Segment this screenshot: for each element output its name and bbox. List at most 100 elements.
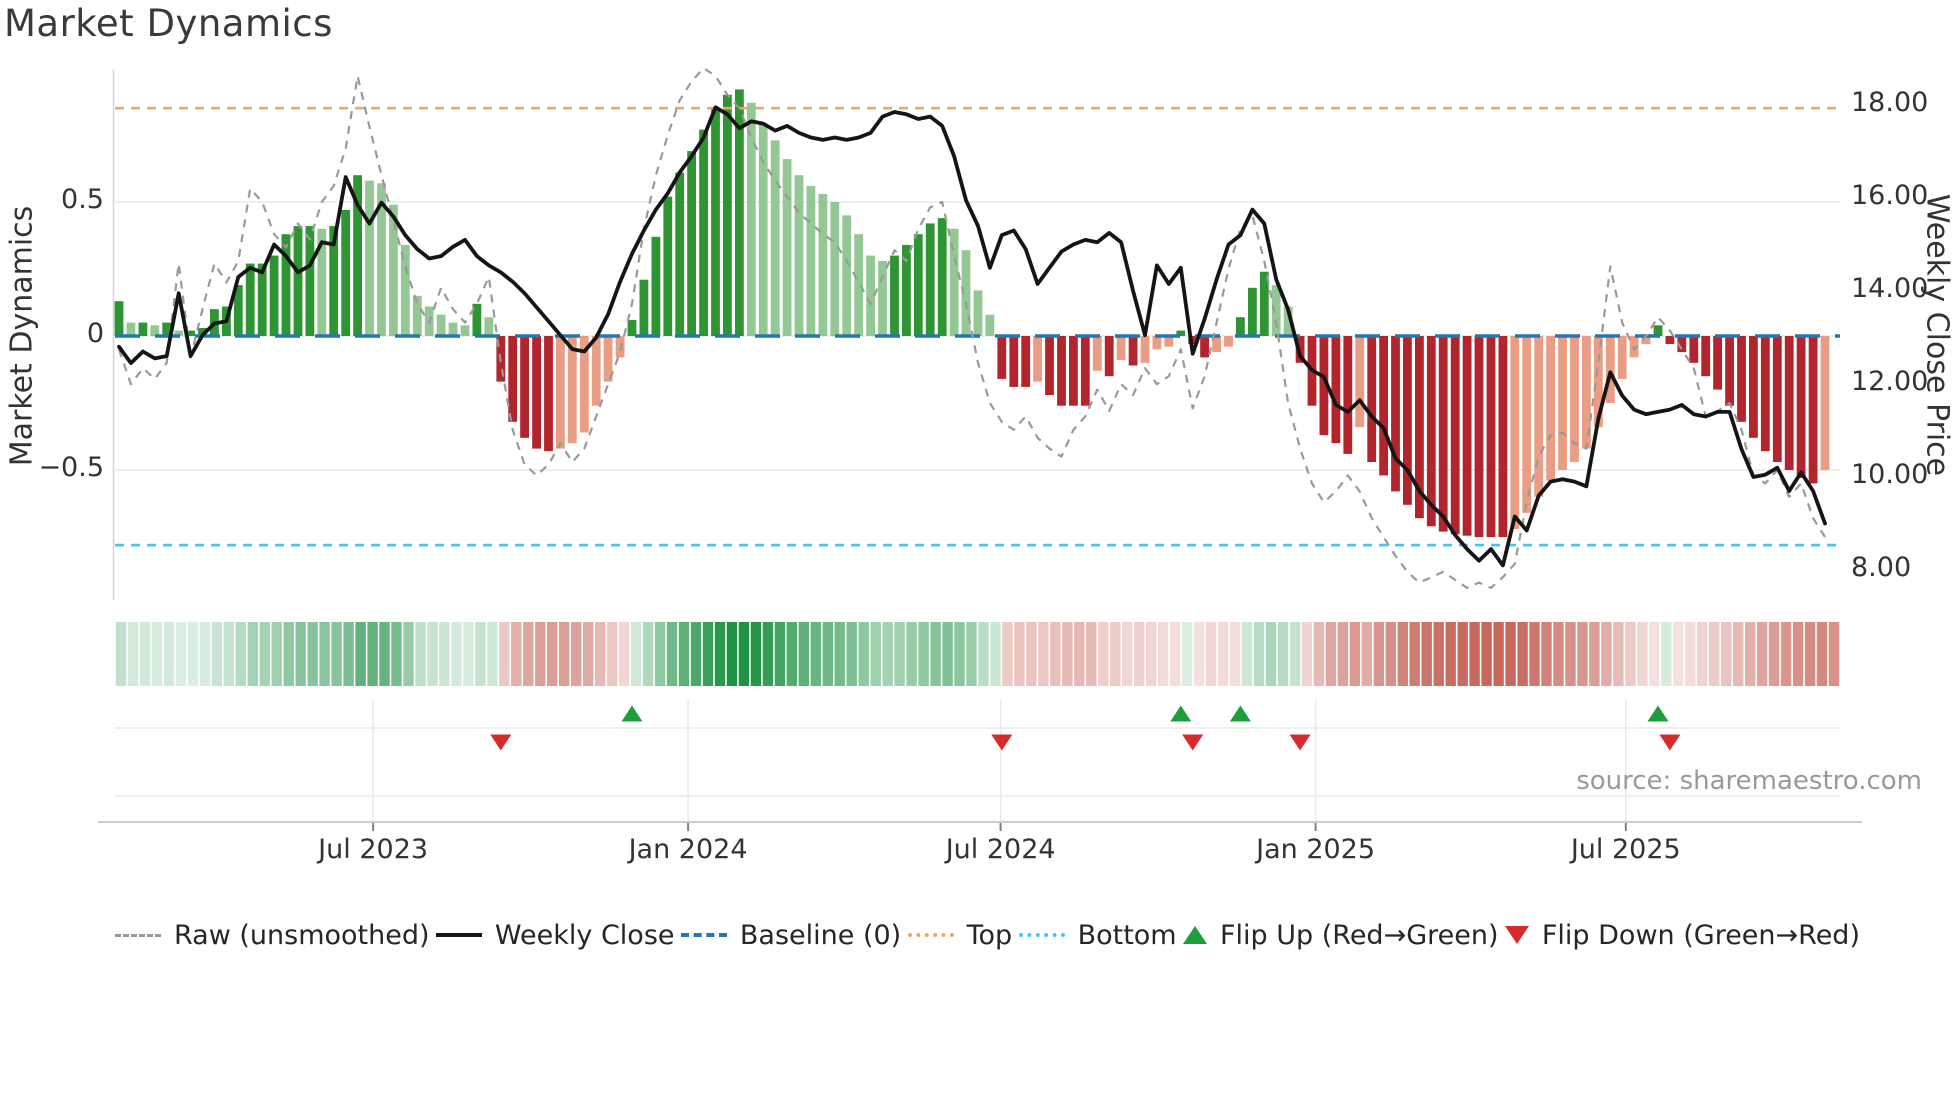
heatmap-cell [1158,622,1169,686]
flip-down-marker-icon [991,734,1013,751]
heatmap-cell [1721,622,1732,686]
oscillator-bar [806,185,816,336]
oscillator-bars [114,89,1830,537]
heatmap-cell [798,622,809,686]
heatmap-cell [918,622,929,686]
heatmap-cell [858,622,869,686]
heatmap-cell [1637,622,1648,686]
heatmap-cell [1697,622,1708,686]
heatmap-cell [786,622,797,686]
heatmap-cell [403,622,414,686]
weekly-close-line [117,105,1827,568]
oscillator-bar [1164,336,1174,347]
oscillator-bar [1045,336,1054,395]
heatmap-cell [990,622,1001,686]
oscillator-bar [925,223,935,336]
oscillator-bar [532,336,541,449]
oscillator-bar [1331,336,1341,444]
heatmap-cell [1409,622,1420,686]
oscillator-bar [1820,336,1830,470]
solid-black-icon [435,933,482,937]
oscillator-bar [150,325,160,336]
heatmap-cell [1613,622,1624,686]
heatmap-cell [331,622,342,686]
heatmap-cell [1181,622,1193,686]
dash-gray-icon [115,933,161,937]
oscillator-bar [878,261,887,336]
oscillator-bar [1343,336,1353,454]
x-tick-label: Jul 2024 [945,834,1056,865]
heatmap-cell [1589,622,1600,686]
heatmap-cell [618,622,630,686]
oscillator-bar [460,325,470,336]
oscillator-bar [1450,336,1460,535]
oscillator-bar [1116,336,1126,361]
heatmap-cell [834,622,845,686]
oscillator-bar [293,226,303,336]
heatmap-cell [1170,622,1181,686]
heatmap-cell [415,622,426,686]
oscillator-bar [245,263,255,336]
oscillator-bar [1248,287,1257,336]
legend-label: Bottom [1077,919,1177,951]
heatmap-cell [139,622,151,686]
dot-orange-icon [907,933,954,937]
oscillator-bar [1713,336,1722,390]
oscillator-bar [1080,336,1090,406]
heatmap-cell [1038,622,1049,686]
heatmap-cell [427,622,438,686]
oscillator-bar [1438,336,1448,532]
flip-up-marker-icon [1647,705,1669,722]
heatmap-cell [1110,622,1121,686]
heatmap-cell [1134,622,1145,686]
source-credit: source: sharemaestro.com [1576,766,1922,796]
heatmap-cell [1673,622,1684,686]
raw-line [117,66,1826,590]
oscillator-bar [281,234,291,336]
oscillator-bar [1796,336,1806,478]
oscillator-bar [913,234,923,336]
legend-item: Raw (unsmoothed) [115,920,430,951]
oscillator-bar [1617,336,1627,379]
oscillator-bar [1784,336,1794,470]
heatmap-cell [762,622,774,686]
heatmap-cell [1146,622,1157,686]
oscillator-bar [126,322,136,336]
oscillator-bar [735,89,744,337]
heatmap-cell [1193,622,1205,686]
heatmap-cell [1469,622,1480,686]
heatmap-cell [439,622,450,686]
legend-label: Raw (unsmoothed) [174,919,430,951]
raw-oscillator-line [117,66,1826,590]
heatmap-cell [822,622,833,686]
heatmap-cell [127,622,139,686]
right-tick-label: 8.00 [1851,552,1912,583]
heatmap-cell [1098,622,1109,686]
oscillator-bar [746,102,756,336]
heatmap-cell [247,622,258,686]
oscillator-bar [400,244,410,336]
oscillator-bar [1593,336,1603,428]
heatmap-cell [1685,622,1696,686]
heatmap-cell [115,622,127,686]
flip-marker-panel [98,700,1862,831]
oscillator-bar [1152,336,1162,350]
heatmap-cell [1816,622,1828,686]
heatmap-cell [1517,622,1528,686]
heatmap-cell [1445,622,1456,686]
oscillator-bar [699,129,708,336]
heatmap-cell [894,622,905,686]
legend: Raw (unsmoothed) Weekly Close Baseline (0)… [115,908,1860,962]
oscillator-bar [317,228,327,336]
heatmap-cell [642,622,654,686]
oscillator-bar [675,172,685,336]
oscillator-bar [138,322,148,336]
oscillator-bar [949,228,959,336]
oscillator-bar [854,234,864,336]
heatmap-cell [954,622,965,686]
heatmap-cell [367,622,378,686]
oscillator-bar [1522,336,1532,513]
heatmap-cell [1062,622,1073,686]
oscillator-bar [1403,336,1412,505]
